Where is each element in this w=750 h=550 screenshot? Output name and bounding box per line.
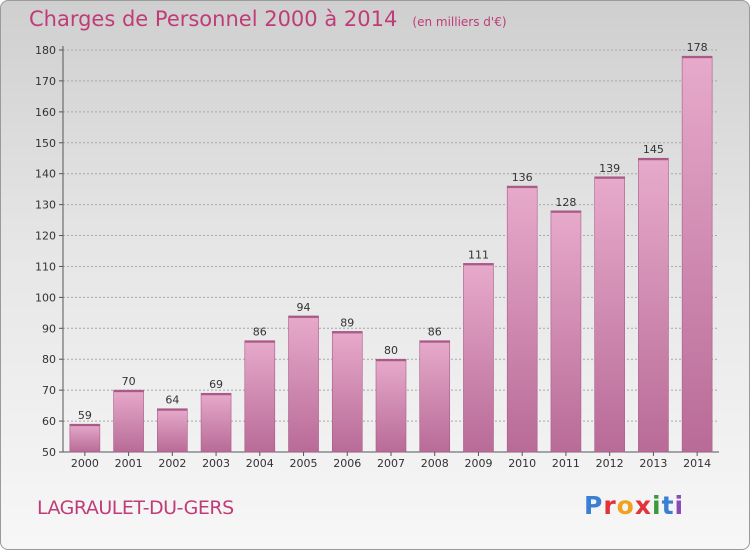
bar-top-edge <box>419 340 450 343</box>
y-tick-label: 90 <box>42 322 56 335</box>
bar <box>638 157 669 453</box>
y-tick-label: 140 <box>35 168 56 181</box>
x-tick-label: 2006 <box>333 457 361 470</box>
bar-top-edge <box>157 408 188 411</box>
bar <box>288 315 319 453</box>
x-tick-label: 2014 <box>683 457 711 470</box>
x-tick-label: 2010 <box>508 457 536 470</box>
bar-top-edge <box>463 263 494 266</box>
logo-letter: i <box>652 491 662 520</box>
y-tick-label: 110 <box>35 260 56 273</box>
bar <box>681 55 713 453</box>
bar-top-edge <box>550 210 581 213</box>
bar-value-label: 86 <box>253 326 267 339</box>
logo-letter: P <box>584 491 604 520</box>
proxiti-logo: Proxiti <box>584 491 684 520</box>
x-tick-label: 2000 <box>71 457 99 470</box>
y-tick-label: 150 <box>35 137 56 150</box>
bar-value-label: 94 <box>297 301 311 314</box>
y-tick-label: 130 <box>35 199 56 212</box>
x-tick-label: 2009 <box>464 457 492 470</box>
x-tick-label: 2008 <box>421 457 449 470</box>
bar-top-edge <box>332 331 363 334</box>
y-tick-label: 50 <box>42 446 56 459</box>
y-tick-label: 100 <box>35 291 56 304</box>
x-tick-label: 2012 <box>596 457 624 470</box>
bar-top-edge <box>244 340 275 343</box>
bar-value-label: 145 <box>643 143 664 156</box>
y-tick-label: 80 <box>42 353 56 366</box>
bar-top-edge <box>594 176 625 179</box>
logo-letter: r <box>603 491 617 520</box>
logo-letter: o <box>616 491 635 520</box>
x-tick-label: 2002 <box>158 457 186 470</box>
y-tick-label: 120 <box>35 230 56 243</box>
bar-value-label: 70 <box>122 375 136 388</box>
bar-value-label: 80 <box>384 344 398 357</box>
x-tick-label: 2001 <box>115 457 143 470</box>
bar <box>550 210 582 453</box>
bar-top-edge <box>288 315 319 318</box>
bar <box>506 185 538 453</box>
bar <box>419 340 451 453</box>
bar-top-edge <box>507 186 538 189</box>
logo-letter: x <box>634 491 652 520</box>
y-tick-label: 180 <box>35 44 56 57</box>
x-tick-label: 2003 <box>202 457 230 470</box>
bar-value-label: 86 <box>428 326 442 339</box>
bar-value-label: 136 <box>512 171 533 184</box>
bar-value-label: 69 <box>209 378 223 391</box>
bar <box>200 392 232 453</box>
y-tick-label: 170 <box>35 75 56 88</box>
bar <box>244 340 276 453</box>
bar <box>69 423 101 453</box>
y-tick-label: 160 <box>35 106 56 119</box>
bar-top-edge <box>113 390 144 393</box>
x-tick-label: 2013 <box>639 457 667 470</box>
x-tick-label: 2011 <box>552 457 580 470</box>
x-tick-label: 2004 <box>246 457 274 470</box>
bar-value-label: 178 <box>687 41 708 54</box>
bar-value-label: 128 <box>555 196 576 209</box>
bar-top-edge <box>638 158 669 161</box>
x-tick-label: 2007 <box>377 457 405 470</box>
bar-top-edge <box>69 424 100 427</box>
logo-letter: t <box>661 491 675 520</box>
bar-value-label: 139 <box>599 162 620 175</box>
bar <box>113 389 144 453</box>
y-tick-label: 60 <box>42 415 56 428</box>
city-name: LAGRAULET-DU-GERS <box>37 497 234 519</box>
bar-value-label: 64 <box>165 394 179 407</box>
chart-title-block: Charges de Personnel 2000 à 2014 (en mil… <box>29 7 507 31</box>
bar <box>331 331 363 453</box>
bar-top-edge <box>376 359 406 362</box>
y-tick-label: 70 <box>42 384 56 397</box>
bar <box>375 358 407 453</box>
bar <box>463 263 494 453</box>
bar-value-label: 111 <box>468 248 489 261</box>
chart-title: Charges de Personnel 2000 à 2014 <box>29 7 398 31</box>
bar-top-edge <box>682 56 713 59</box>
bar-top-edge <box>201 393 232 396</box>
bar <box>594 176 625 453</box>
bar-value-label: 59 <box>78 409 92 422</box>
chart-unit-note: (en milliers d'€) <box>412 15 507 29</box>
bar <box>157 408 188 453</box>
bar-value-label: 89 <box>340 316 354 329</box>
x-tick-label: 2005 <box>290 457 318 470</box>
logo-letter: i <box>674 491 685 520</box>
